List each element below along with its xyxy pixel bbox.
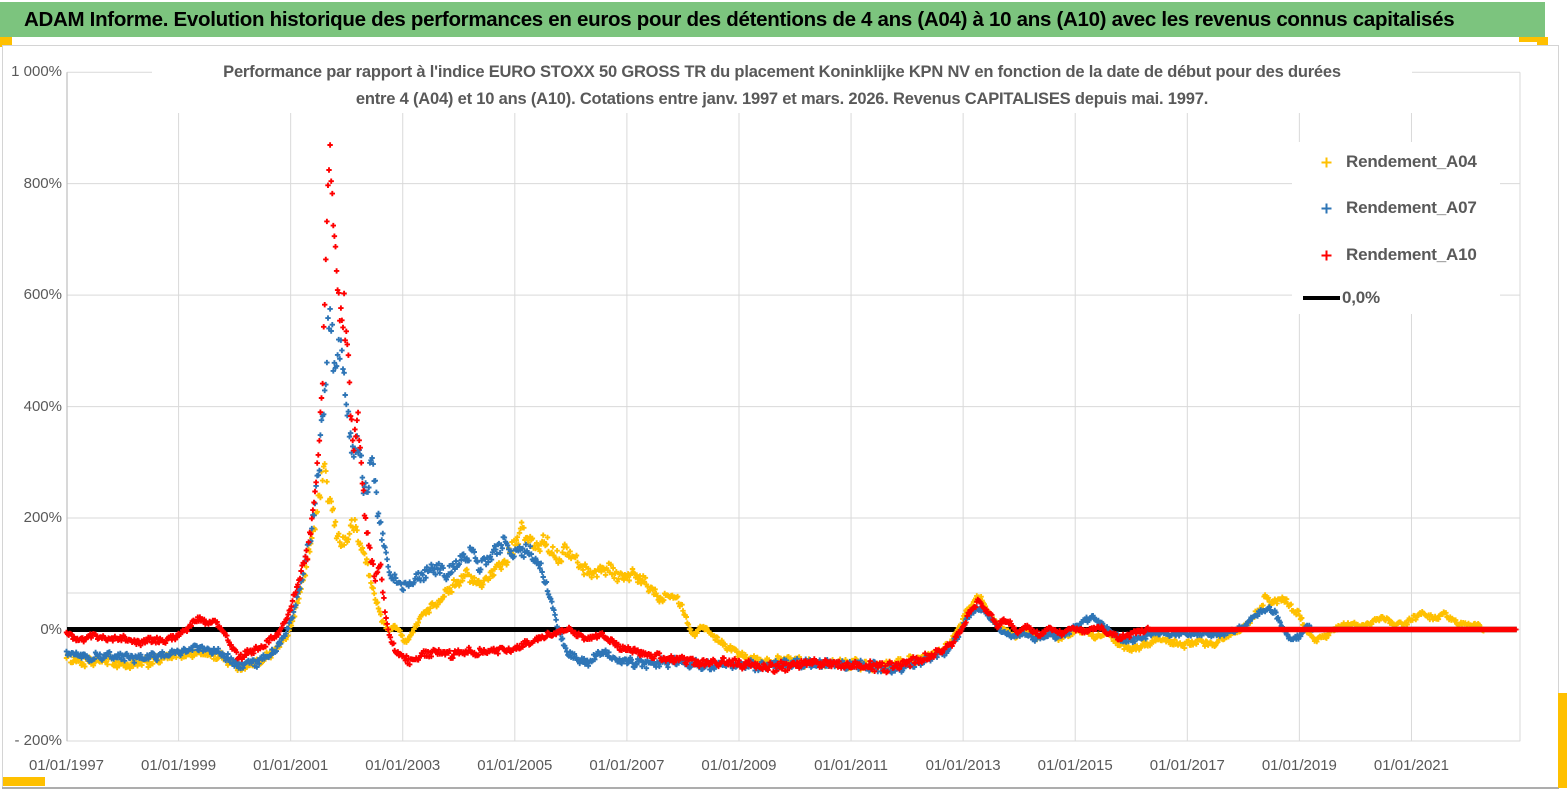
horizontal-scrollbar-thumb[interactable] xyxy=(3,777,45,786)
plus-marker-icon xyxy=(1321,203,1332,213)
plus-marker-icon xyxy=(1321,250,1332,260)
chart-title-line1: Performance par rapport à l'indice EURO … xyxy=(223,63,1341,81)
legend-item: Rendement_A04 xyxy=(1292,150,1477,174)
x-axis-tick-label: 01/01/2015 xyxy=(1037,757,1113,774)
report-header-bar: ADAM Informe. Evolution historique des p… xyxy=(0,2,1545,37)
legend-item-label: Rendement_A10 xyxy=(1346,245,1477,264)
x-axis-tick-label: 01/01/1999 xyxy=(141,757,217,774)
y-axis-tick-label: 600% xyxy=(23,286,62,304)
legend-item: 0,0% xyxy=(1292,286,1380,310)
chart-title: Performance par rapport à l'indice EURO … xyxy=(152,59,1412,113)
y-axis-tick-label: 1 000% xyxy=(11,63,62,81)
x-axis-tick-label: 01/01/2013 xyxy=(925,757,1001,774)
y-axis-tick-label: - 200% xyxy=(14,731,62,749)
x-axis-tick-label: 01/01/1997 xyxy=(28,757,105,774)
zero-line-icon xyxy=(1303,296,1340,300)
x-axis-tick-label: 01/01/2001 xyxy=(253,757,329,774)
series-rendement_a10 xyxy=(63,142,1519,676)
legend-item-label: Rendement_A07 xyxy=(1346,198,1477,217)
y-axis-tick-label: 400% xyxy=(23,397,62,415)
window-bottom-edge xyxy=(2,787,1559,789)
chart-title-line2: entre 4 (A04) et 10 ans (A10). Cotations… xyxy=(355,90,1209,108)
x-axis-tick-label: 01/01/2007 xyxy=(589,757,665,774)
x-axis-tick-label: 01/01/2005 xyxy=(477,757,553,774)
x-axis-tick-label: 01/01/2017 xyxy=(1149,757,1225,774)
legend-item: Rendement_A07 xyxy=(1292,196,1477,220)
vertical-scrollbar-thumb[interactable] xyxy=(1558,693,1567,788)
legend-item-label: Rendement_A04 xyxy=(1346,152,1477,171)
y-axis-tick-label: 800% xyxy=(23,174,62,192)
gold-accent-top-left xyxy=(0,37,12,47)
gold-corner-tab xyxy=(1537,37,1548,51)
plus-marker-icon xyxy=(1321,157,1332,167)
x-axis-tick-label: 01/01/2003 xyxy=(365,757,441,774)
y-axis-tick-label: 200% xyxy=(23,509,62,527)
chart-legend: Rendement_A04 Rendement_A07 Rendement_A10 0… xyxy=(1292,142,1500,314)
gold-accent-top-right xyxy=(1519,37,1548,42)
legend-item-label: 0,0% xyxy=(1342,288,1380,307)
x-axis-tick-label: 01/01/2021 xyxy=(1373,757,1449,774)
x-axis-tick-label: 01/01/2019 xyxy=(1261,757,1337,774)
x-axis-tick-label: 01/01/2009 xyxy=(701,757,777,774)
report-title: ADAM Informe. Evolution historique des p… xyxy=(24,7,1455,31)
x-axis-tick-label: 01/01/2011 xyxy=(814,757,889,774)
legend-item: Rendement_A10 xyxy=(1292,243,1477,267)
y-axis-tick-label: 0% xyxy=(40,620,62,638)
